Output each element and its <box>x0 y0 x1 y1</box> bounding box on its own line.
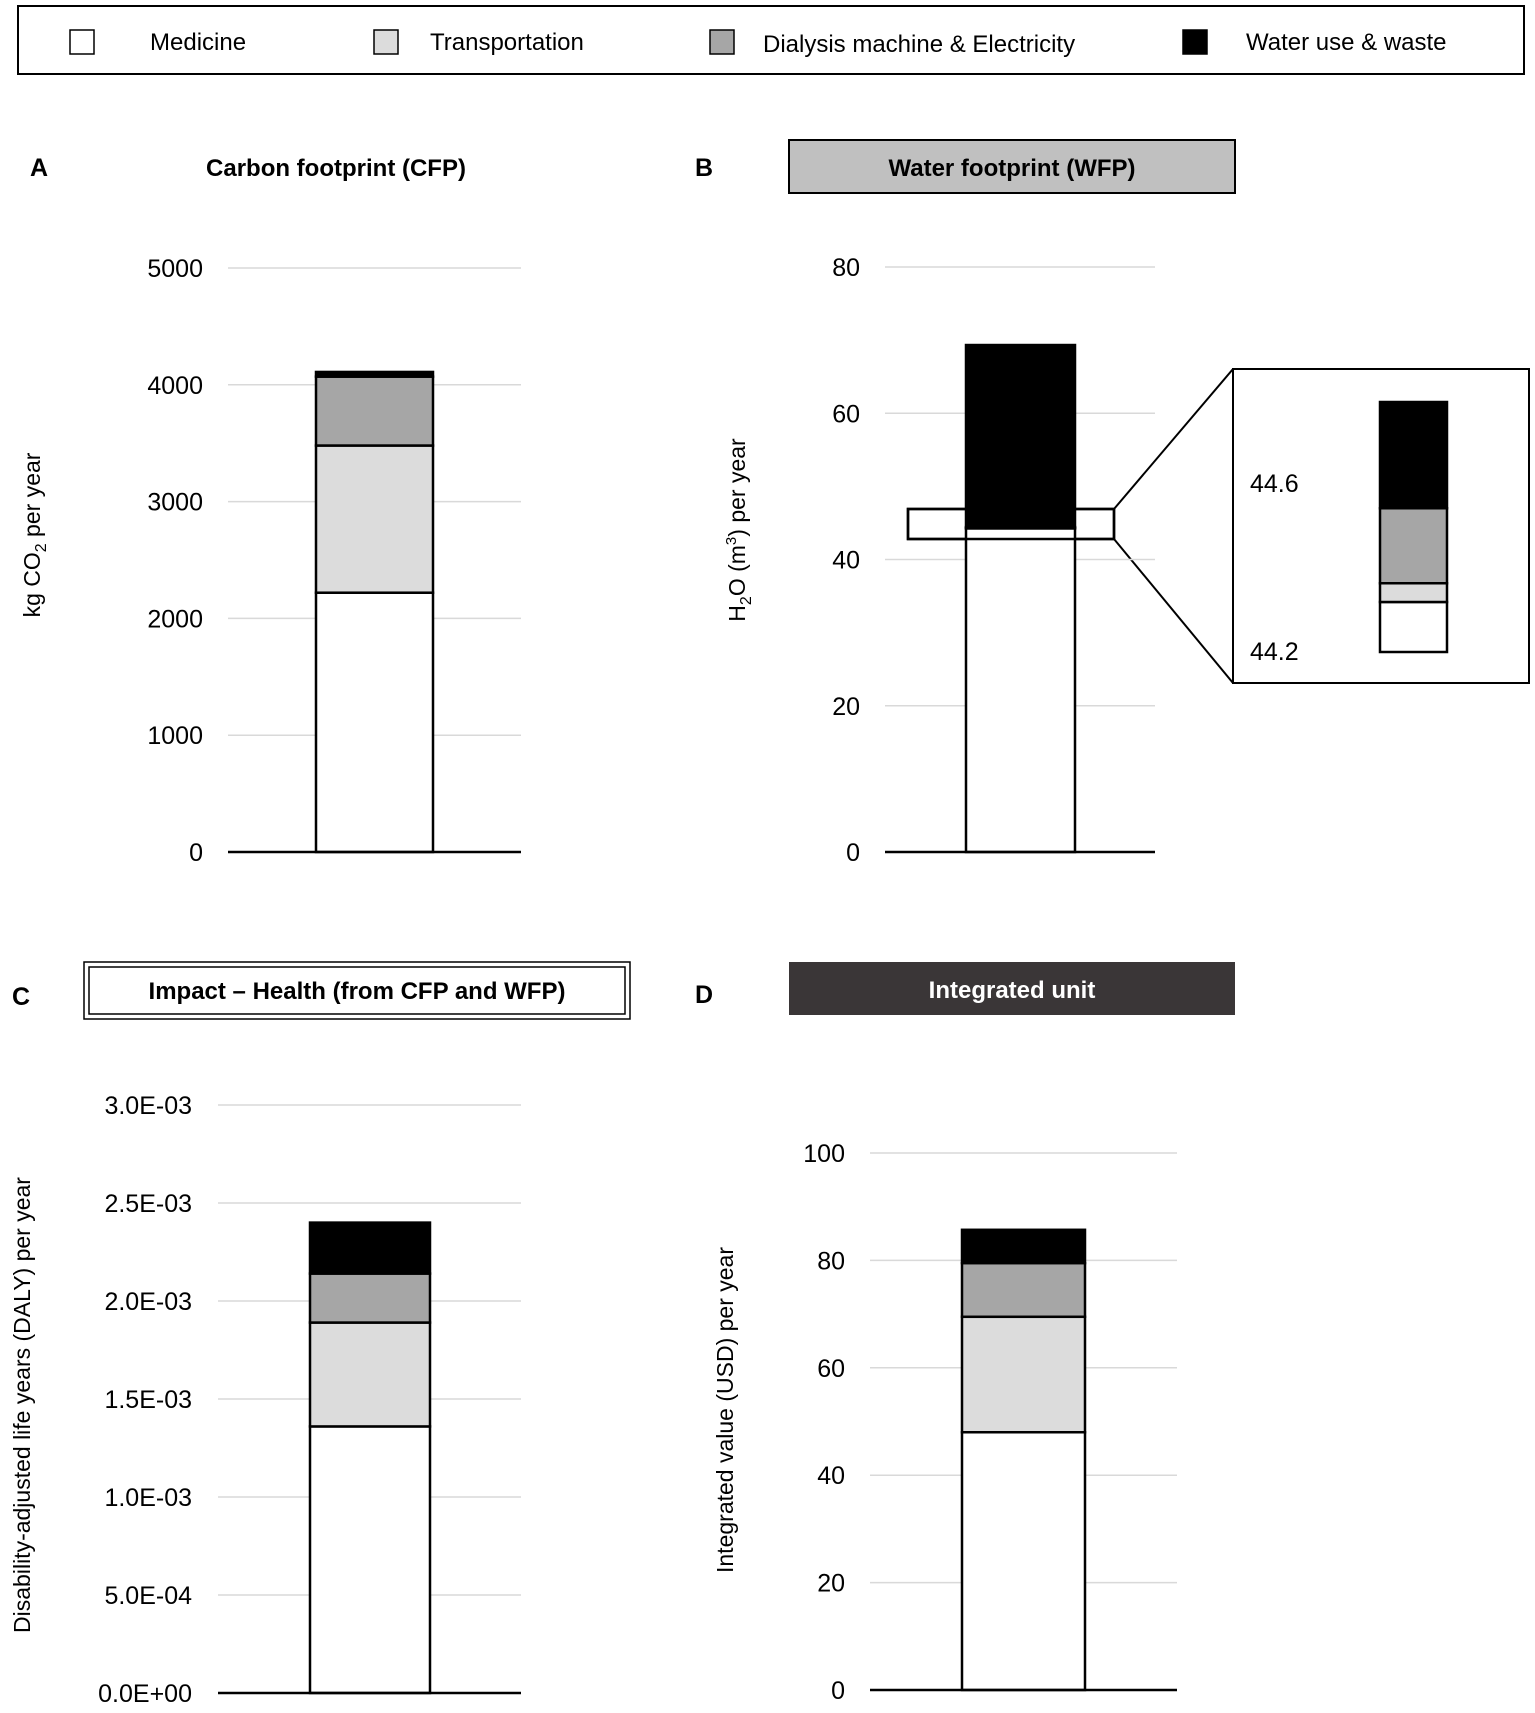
legend-swatch-water <box>1182 29 1208 55</box>
bar-segment-water-use-waste <box>960 1228 1087 1265</box>
chart-title-b: Water footprint (WFP) <box>888 155 1135 182</box>
inset-bar-segment <box>1378 582 1449 604</box>
chart-c-plot: 0.0E+00 5.0E-04 1.0E-03 1.5E-03 2.0E-03 2.5E-… <box>98 1092 521 1708</box>
legend-swatch-medicine <box>69 29 95 55</box>
bar-segment-medicine <box>964 526 1077 854</box>
y-tick-label: 20 <box>817 1570 845 1598</box>
y-tick-label: 0 <box>846 839 860 867</box>
y-tick-label: 20 <box>832 693 860 721</box>
y-tick-label: 4000 <box>147 372 203 400</box>
zoom-connector-top <box>1113 368 1234 510</box>
panel-letter-c: C <box>12 983 30 1011</box>
panel-letter-b: B <box>695 154 713 182</box>
inset-bar-segment <box>1378 600 1449 654</box>
y-tick-label: 1.5E-03 <box>104 1386 192 1414</box>
legend-frame <box>17 5 1525 75</box>
title-box-b <box>788 139 1236 194</box>
bar-segment-dialysis-machine-electricity <box>960 1261 1087 1319</box>
y-tick-label: 0 <box>189 839 203 867</box>
y-tick-label: 1.0E-03 <box>104 1484 192 1512</box>
inset-label-top: 44.6 <box>1250 470 1299 498</box>
y-tick-label: 60 <box>817 1355 845 1383</box>
legend-label-dialysis: Dialysis machine & Electricity <box>763 31 1075 58</box>
y-tick-label: 3.0E-03 <box>104 1092 192 1120</box>
y-tick-label: 80 <box>817 1247 845 1275</box>
y-tick-label: 2.5E-03 <box>104 1190 192 1218</box>
bar-segment-water-use-waste <box>964 343 1077 529</box>
legend-label-water: Water use & waste <box>1246 29 1447 56</box>
legend: Medicine Transportation Dialysis machine… <box>17 5 1525 75</box>
inset-zoom-b: 44.6 44.2 <box>906 368 1530 684</box>
inset-bar-segment <box>1378 507 1449 585</box>
chart-title-a: Carbon footprint (CFP) <box>206 155 466 182</box>
inset-bar-stack <box>1378 400 1449 654</box>
title-box-d <box>789 962 1235 1015</box>
y-tick-label: 2.0E-03 <box>104 1288 192 1316</box>
bar-segment-transportation <box>314 444 435 594</box>
zoom-connector-bottom <box>1113 538 1234 684</box>
chart-d-plot: 0 20 40 60 80 100 <box>803 1140 1177 1705</box>
bar-segment-transportation <box>960 1315 1087 1434</box>
bar-segment-dialysis-machine-electricity <box>308 1272 432 1324</box>
bar-segment-medicine <box>960 1430 1087 1692</box>
bar-segment-dialysis-machine-electricity <box>314 375 435 447</box>
y-tick-label: 5.0E-04 <box>104 1582 192 1610</box>
y-tick-label: 1000 <box>147 722 203 750</box>
y-axis-label-a: kg CO2 per year <box>19 452 50 617</box>
chart-title-d: Integrated unit <box>929 977 1096 1004</box>
inset-label-bottom: 44.2 <box>1250 638 1299 666</box>
y-tick-label: 80 <box>832 254 860 282</box>
y-axis-label-c: Disability-adjusted life years (DALY) pe… <box>9 1177 35 1633</box>
y-tick-label: 2000 <box>147 605 203 633</box>
chart-title-c: Impact – Health (from CFP and WFP) <box>149 978 566 1005</box>
legend-label-transportation: Transportation <box>430 29 584 56</box>
y-axis-label-b: H2O (m3) per year <box>723 438 755 622</box>
bar-segment-transportation <box>308 1321 432 1428</box>
panel-letter-d: D <box>695 981 713 1009</box>
panel-letter-a: A <box>30 154 48 182</box>
y-tick-label: 40 <box>832 547 860 575</box>
legend-label-medicine: Medicine <box>150 29 246 56</box>
y-tick-label: 100 <box>803 1140 845 1168</box>
chart-a-plot: 0 1000 2000 3000 4000 5000 <box>147 255 521 867</box>
bar-segment-water-use-waste <box>314 370 435 378</box>
title-box-c-inner <box>88 966 626 1015</box>
y-tick-label: 0 <box>831 1677 845 1705</box>
bar-segment-water-use-waste <box>308 1221 432 1275</box>
bar-segment-medicine <box>314 591 435 854</box>
y-tick-label: 3000 <box>147 489 203 517</box>
zoom-selection-box-overlay <box>906 507 1116 541</box>
y-tick-label: 60 <box>832 400 860 428</box>
y-tick-label: 40 <box>817 1462 845 1490</box>
y-tick-label: 5000 <box>147 255 203 283</box>
bar-segment-medicine <box>308 1425 432 1695</box>
y-axis-label-d: Integrated value (USD) per year <box>712 1247 738 1573</box>
inset-bar-segment <box>1378 400 1449 510</box>
chart-b-plot: 0 20 40 60 80 <box>832 254 1155 867</box>
y-tick-label: 0.0E+00 <box>98 1680 192 1708</box>
legend-swatch-dialysis <box>709 29 735 55</box>
legend-swatch-transportation <box>373 29 399 55</box>
